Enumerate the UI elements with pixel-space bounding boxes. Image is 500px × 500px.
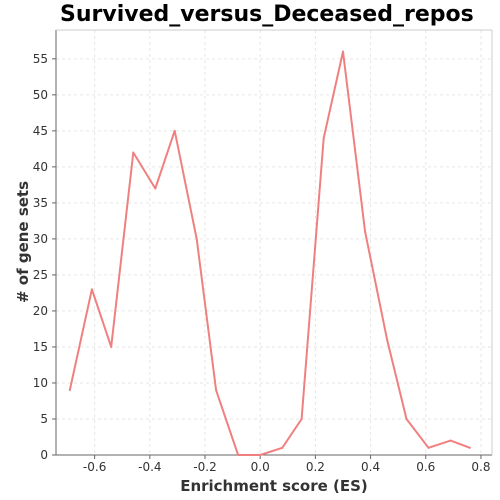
y-tick-label: 15 [33, 340, 48, 354]
x-tick-label: -0.6 [83, 460, 106, 474]
data-point [428, 447, 430, 449]
data-point [450, 440, 452, 442]
y-tick-label: 5 [40, 412, 48, 426]
y-tick-label: 20 [33, 304, 48, 318]
data-point [215, 389, 217, 391]
chart-title: Survived_versus_Deceased_repos [60, 2, 474, 27]
data-point [259, 454, 261, 456]
data-point [469, 447, 471, 449]
axes [56, 30, 492, 455]
data-point [342, 51, 344, 53]
data-point [323, 137, 325, 139]
y-tick-label: 45 [33, 124, 48, 138]
x-tick-label: -0.4 [138, 460, 161, 474]
data-point [386, 339, 388, 341]
y-tick-label: 35 [33, 196, 48, 210]
data-point [237, 454, 239, 456]
x-tick-label: 0.4 [361, 460, 380, 474]
data-point [69, 389, 71, 391]
series-line [70, 52, 470, 455]
y-tick-label: 30 [33, 232, 48, 246]
y-tick-label: 55 [33, 52, 48, 66]
grid [56, 30, 492, 455]
data-point [91, 288, 93, 290]
data-point [110, 346, 112, 348]
y-tick-label: 10 [33, 376, 48, 390]
data-point [281, 447, 283, 449]
x-tick-label: 0.0 [251, 460, 270, 474]
y-tick-label: 40 [33, 160, 48, 174]
y-tick-label: 25 [33, 268, 48, 282]
data-point [301, 418, 303, 420]
x-axis-label: Enrichment score (ES) [180, 477, 368, 495]
data-point [132, 151, 134, 153]
y-tick-label: 0 [40, 448, 48, 462]
x-tick-label: 0.2 [306, 460, 325, 474]
data-point [405, 418, 407, 420]
series [69, 51, 471, 456]
x-tick-label: -0.2 [193, 460, 216, 474]
data-point [364, 231, 366, 233]
ticks: -0.6 -0.4 -0.2 0.0 0.2 0.4 0.6 0.8 0 5 10 15 20 25 30 3… [33, 52, 491, 474]
y-tick-label: 50 [33, 88, 48, 102]
data-point [174, 130, 176, 132]
data-point [196, 238, 198, 240]
data-point [154, 187, 156, 189]
x-tick-label: 0.8 [471, 460, 490, 474]
x-tick-label: 0.6 [416, 460, 435, 474]
y-axis-label: # of gene sets [14, 181, 32, 303]
